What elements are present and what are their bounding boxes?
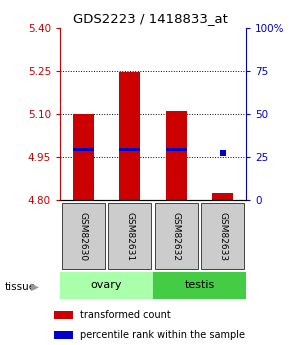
Bar (119, 148, 140, 151)
Bar (155, 203, 198, 269)
Text: percentile rank within the sample: percentile rank within the sample (80, 330, 245, 340)
Text: GSM82630: GSM82630 (79, 212, 88, 261)
Bar (119, 72, 140, 200)
Bar (166, 148, 187, 151)
Text: GSM82632: GSM82632 (172, 212, 181, 261)
Bar (54, 311, 73, 319)
Bar (212, 193, 233, 200)
Bar (108, 203, 151, 269)
Text: GSM82631: GSM82631 (125, 212, 134, 261)
Bar (54, 331, 73, 339)
Text: ovary: ovary (91, 280, 122, 290)
Bar (62, 203, 105, 269)
Bar (60, 272, 153, 299)
Text: transformed count: transformed count (80, 310, 171, 320)
Bar (153, 272, 246, 299)
Text: GDS2223 / 1418833_at: GDS2223 / 1418833_at (73, 12, 227, 25)
Text: tissue: tissue (4, 282, 36, 292)
Bar (73, 148, 94, 151)
Bar (201, 203, 244, 269)
Text: GSM82633: GSM82633 (218, 212, 227, 261)
Bar (166, 111, 187, 200)
Text: testis: testis (184, 280, 214, 290)
Text: ▶: ▶ (32, 282, 39, 292)
Bar (73, 114, 94, 200)
